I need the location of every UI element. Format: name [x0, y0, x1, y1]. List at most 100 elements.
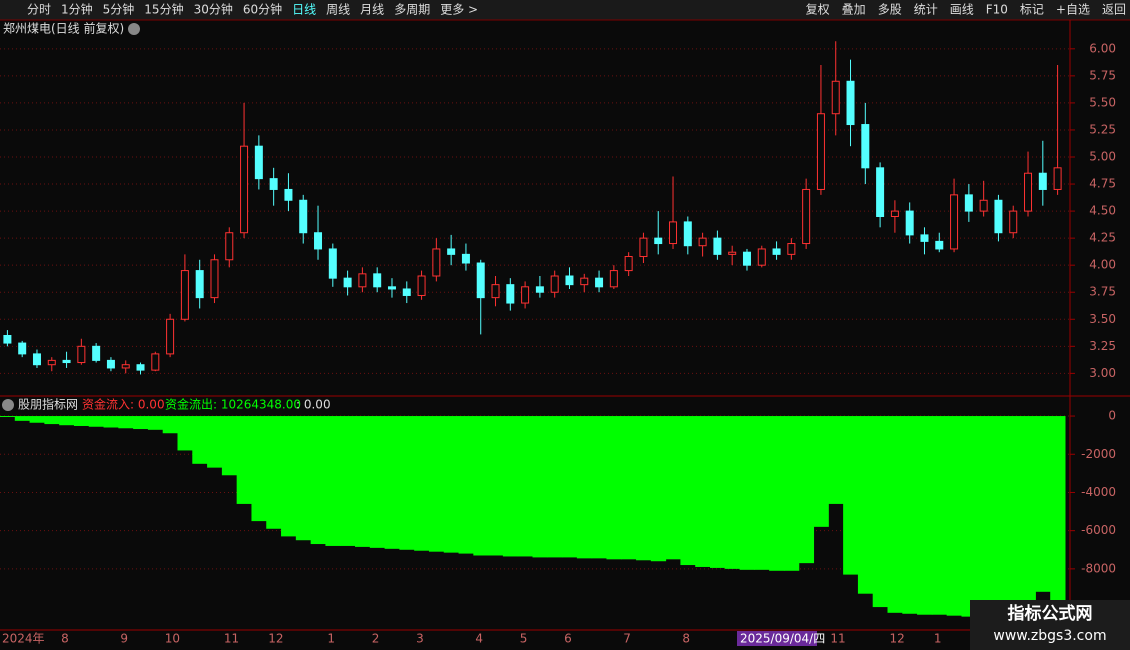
toolbar-item[interactable]: 标记 — [1020, 3, 1044, 17]
indicator-title: 股朋指标网 — [18, 397, 78, 412]
x-tick-label: 3 — [416, 632, 424, 646]
candle-body — [284, 188, 293, 201]
flow-bar — [650, 416, 667, 562]
y-tick-label: -4000 — [1081, 485, 1116, 499]
candle-body — [136, 364, 145, 371]
flow-bar — [576, 416, 593, 559]
candle-body — [964, 194, 973, 212]
toolbar-item[interactable]: 画线 — [950, 3, 974, 17]
candle-body — [535, 286, 544, 293]
y-tick-label: -8000 — [1081, 561, 1116, 575]
x-tick-label: 2 — [372, 632, 380, 646]
flow-bar — [710, 416, 726, 568]
flow-bar — [162, 416, 178, 434]
flow-bar — [207, 416, 223, 468]
flow-bar — [665, 416, 681, 560]
flow-bar — [59, 416, 75, 426]
flow-bar — [547, 416, 563, 558]
flow-bar — [754, 416, 770, 570]
toolbar-item[interactable]: F10 — [986, 3, 1008, 17]
flow-bar — [44, 416, 60, 425]
candle-body — [920, 234, 929, 242]
toolbar-item[interactable]: 返回 — [1102, 3, 1126, 17]
flow-bar — [591, 416, 607, 559]
toolbar-item[interactable]: 60分钟 — [243, 2, 282, 17]
candle-body — [1038, 172, 1047, 190]
x-tick-label: 12 — [268, 632, 283, 646]
candle-body — [950, 194, 959, 250]
y-tick-label: 5.25 — [1089, 122, 1116, 136]
flow-bar — [177, 416, 193, 451]
plot: 3.00 3.25 3.50 3.75 4.00 4.25 4.50 4.75 5.00 5.25… — [0, 41, 1116, 619]
candle-body — [979, 199, 988, 212]
toolbar-item[interactable]: 分时 — [27, 3, 51, 17]
x-tick-label: 4 — [475, 632, 483, 646]
flow-bar — [798, 416, 815, 564]
flow-bar — [251, 416, 267, 522]
candle-body — [299, 199, 308, 234]
toolbar-item[interactable]: 30分钟 — [194, 2, 233, 17]
candle-body — [47, 359, 56, 366]
candle-body — [550, 275, 559, 293]
flow-bar — [828, 416, 844, 504]
toolbar-item[interactable]: 月线 — [360, 3, 384, 17]
flow-bar — [917, 416, 933, 615]
toolbar-item[interactable]: 15分钟 — [144, 2, 183, 17]
flow-bar — [399, 416, 415, 550]
toolbar-item[interactable]: 更多 > — [440, 3, 478, 17]
candle-body — [624, 256, 633, 272]
candle-body — [1024, 172, 1033, 212]
toolbar-item[interactable]: 复权 — [806, 3, 830, 17]
toolbar-item[interactable]: 叠加 — [842, 3, 866, 17]
toolbar-item[interactable]: 1分钟 — [61, 2, 93, 17]
candle-body — [772, 248, 781, 255]
candle-body — [18, 342, 27, 355]
y-tick-label: 6.00 — [1089, 41, 1116, 55]
toolbar-item[interactable]: +自选 — [1056, 3, 1090, 17]
candle-body — [225, 232, 234, 261]
candle-body — [521, 286, 530, 304]
flow-bar — [902, 416, 918, 614]
flow-bar — [147, 416, 164, 430]
x-tick-label: 11 — [224, 632, 239, 646]
toolbar-item[interactable]: 多股 — [878, 3, 902, 17]
flow-bar — [680, 416, 696, 566]
menu-icon[interactable] — [128, 23, 140, 35]
menu-icon[interactable] — [2, 399, 14, 411]
candle-body — [905, 210, 914, 236]
cursor-date-box — [737, 631, 817, 646]
x-tick-label: 7 — [623, 632, 631, 646]
y-tick-label: 3.50 — [1089, 312, 1116, 326]
candle-body — [728, 251, 737, 255]
toolbar-item[interactable]: 5分钟 — [103, 2, 135, 17]
flow-bar — [355, 416, 371, 547]
flow-bar — [73, 416, 90, 426]
flow-bar — [621, 416, 637, 560]
toolbar-item[interactable]: 多周期 — [394, 3, 430, 17]
toolbar-item[interactable]: 统计 — [914, 3, 938, 17]
candle-body — [565, 275, 574, 286]
flow-bar — [532, 416, 548, 558]
flow-bar — [310, 416, 326, 545]
toolbar-item[interactable]: 周线 — [326, 3, 350, 17]
y-tick-label: 0 — [1108, 409, 1116, 423]
candle-body — [476, 262, 485, 299]
candle-body — [846, 80, 855, 126]
y-tick-label: 4.25 — [1089, 231, 1116, 245]
flow-bar — [295, 416, 312, 541]
candle-body — [328, 248, 337, 279]
candle-body — [506, 284, 515, 304]
toolbar — [0, 0, 1130, 20]
flow-bar — [473, 416, 489, 556]
x-tick-label: 9 — [120, 632, 128, 646]
candle-body — [669, 221, 678, 245]
flow-bar — [103, 416, 119, 428]
flow-bar — [488, 416, 504, 556]
candle-body — [254, 145, 263, 180]
flow-bar — [221, 416, 238, 476]
outflow-label: 资金流出: 10264348.00 — [165, 397, 301, 412]
x-tick-label: 5 — [520, 632, 528, 646]
candle-body — [994, 199, 1003, 234]
candle-body — [713, 237, 722, 255]
toolbar-item[interactable]: 日线 — [292, 3, 316, 17]
